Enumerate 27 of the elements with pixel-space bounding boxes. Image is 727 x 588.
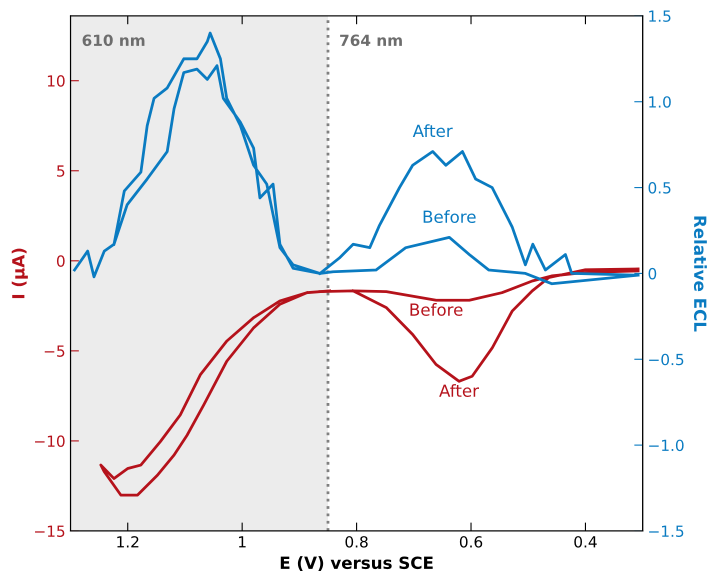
y2-tick-label: 1.0	[649, 96, 671, 108]
y-tick-label: 5	[57, 165, 64, 177]
y-tick-label: −10	[35, 435, 65, 447]
y-tick-label: −15	[35, 526, 64, 537]
y2-tick-label: 0.5	[648, 182, 670, 194]
y2-tick-label: −1.0	[649, 440, 684, 452]
y-tick-label: 0	[56, 255, 65, 267]
series-label: Before	[424, 210, 476, 224]
x-axis-title: E (V) versus SCE	[280, 556, 433, 572]
x-tick-label: 0.8	[345, 536, 368, 548]
y-tick-label: 10	[48, 75, 65, 87]
y-tick-label: −5	[44, 346, 64, 357]
x-tick-label: 0.4	[574, 536, 597, 548]
x-tick-label: 1.2	[117, 536, 138, 548]
x-tick-label: 1	[238, 536, 246, 548]
y-axis-title: I (μA)	[12, 248, 28, 298]
y2-tick-label: 1.5	[649, 10, 670, 22]
y2-axis-title: Relative ECL	[694, 216, 707, 332]
annotation: 610 nm	[82, 34, 144, 46]
y2-tick-label: −1.5	[649, 526, 684, 537]
y2-tick-label: 0	[648, 268, 656, 280]
series-label: After	[439, 384, 480, 397]
y2-tick-label: −0.5	[649, 354, 684, 366]
x-tick-label: 0.6	[460, 536, 482, 548]
series-label: After	[412, 124, 453, 138]
annotation: 764 nm	[340, 34, 402, 46]
series-label: Before	[410, 303, 462, 316]
